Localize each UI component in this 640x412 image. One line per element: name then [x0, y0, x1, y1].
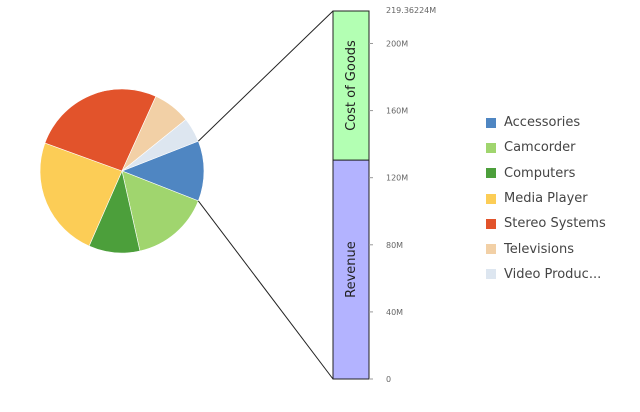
- bar-axis: 0 40M 80M 120M 160M 200M 219.36224M: [369, 6, 436, 384]
- legend-swatch: [486, 244, 496, 254]
- legend-item: Camcorder: [486, 135, 606, 160]
- legend-label: Video Produc...: [504, 267, 601, 282]
- legend-item: Accessories: [486, 110, 606, 135]
- legend-label: Camcorder: [504, 140, 576, 155]
- legend-swatch: [486, 219, 496, 229]
- legend-swatch: [486, 118, 496, 128]
- legend-item: Video Produc...: [486, 262, 606, 287]
- connector-line-bottom: [198, 201, 333, 379]
- axis-tick-label: 160M: [386, 107, 408, 116]
- legend-label: Stereo Systems: [504, 216, 606, 231]
- legend-swatch: [486, 269, 496, 279]
- legend-label: Accessories: [504, 115, 580, 130]
- legend-item: Computers: [486, 161, 606, 186]
- bar-label-revenue: Revenue: [344, 241, 359, 298]
- legend-label: Televisions: [504, 242, 574, 257]
- legend-swatch: [486, 194, 496, 204]
- axis-tick-label: 200M: [386, 39, 408, 48]
- connector-lines: [198, 11, 333, 379]
- legend-item: Stereo Systems: [486, 211, 606, 236]
- legend-item: Televisions: [486, 236, 606, 261]
- axis-tick-label: 40M: [386, 308, 403, 317]
- legend-item: Media Player: [486, 186, 606, 211]
- axis-total-label: 219.36224M: [386, 6, 436, 15]
- stacked-bar: Revenue Cost of Goods: [333, 11, 369, 379]
- legend-swatch: [486, 143, 496, 153]
- legend-label: Media Player: [504, 191, 588, 206]
- bar-label-cost-of-goods: Cost of Goods: [344, 40, 359, 131]
- pie-chart: [40, 89, 204, 253]
- connector-line-top: [198, 11, 333, 141]
- legend-swatch: [486, 168, 496, 178]
- legend-label: Computers: [504, 166, 575, 181]
- axis-tick-label: 0: [386, 375, 391, 384]
- legend: Accessories Camcorder Computers Media Playe…: [486, 110, 606, 287]
- axis-tick-label: 80M: [386, 241, 403, 250]
- axis-tick-label: 120M: [386, 174, 408, 183]
